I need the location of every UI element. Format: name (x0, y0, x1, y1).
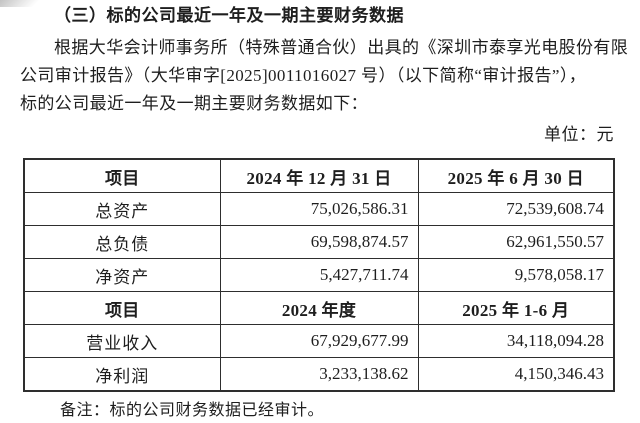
value-2025: 62,961,550.57 (417, 225, 615, 259)
table-row-total-assets: 总资产 75,026,586.31 72,539,608.74 (23, 192, 615, 226)
table-header-row-balance: 项目 2024 年 12 月 31 日 2025 年 6 月 30 日 (23, 158, 615, 193)
unit-label: 单位：元 (544, 125, 614, 144)
value-2025: 9,578,058.17 (417, 258, 615, 292)
section-heading: （三）标的公司最近一年及一期主要财务数据 (54, 6, 404, 25)
value-2024: 69,598,874.57 (219, 225, 419, 259)
value-2024: 3,233,138.62 (219, 357, 419, 392)
header-cell-item: 项目 (23, 291, 221, 325)
financial-data-table: 项目 2024 年 12 月 31 日 2025 年 6 月 30 日 总资产 … (23, 158, 615, 392)
header-cell-date-2024: 2024 年 12 月 31 日 (219, 158, 419, 193)
table-row-operating-revenue: 营业收入 67,929,677.99 34,118,094.28 (23, 324, 615, 358)
body-paragraph: 根据大华会计师事务所（特殊普通合伙）出具的《深圳市泰享光电股份有限 公司审计报告… (20, 34, 629, 118)
paragraph-line-2: 公司审计报告》（大华审字[2025]0011016027 号）（以下简称“审计报… (20, 66, 587, 85)
header-cell-period-2024: 2024 年度 (219, 291, 419, 325)
paragraph-line-1: 根据大华会计师事务所（特殊普通合伙）出具的《深圳市泰享光电股份有限 (54, 38, 629, 57)
value-2025: 34,118,094.28 (417, 324, 615, 358)
header-cell-period-2025: 2025 年 1-6 月 (417, 291, 615, 325)
value-2025: 4,150,346.43 (417, 357, 615, 392)
value-2024: 5,427,711.74 (219, 258, 419, 292)
row-label: 营业收入 (23, 324, 221, 358)
table-row-net-assets: 净资产 5,427,711.74 9,578,058.17 (23, 258, 615, 292)
header-cell-date-2025: 2025 年 6 月 30 日 (417, 158, 615, 193)
header-cell-item: 项目 (23, 158, 221, 193)
row-label: 净利润 (23, 357, 221, 392)
table-row-net-profit: 净利润 3,233,138.62 4,150,346.43 (23, 357, 615, 392)
value-2024: 75,026,586.31 (219, 192, 419, 226)
table-row-total-liabilities: 总负债 69,598,874.57 62,961,550.57 (23, 225, 615, 259)
value-2025: 72,539,608.74 (417, 192, 615, 226)
row-label: 总负债 (23, 225, 221, 259)
remark-note: 备注：标的公司财务数据已经审计。 (60, 402, 325, 419)
row-label: 总资产 (23, 192, 221, 226)
table-header-row-income: 项目 2024 年度 2025 年 1-6 月 (23, 291, 615, 325)
value-2024: 67,929,677.99 (219, 324, 419, 358)
paragraph-line-3: 标的公司最近一年及一期主要财务数据如下： (20, 94, 368, 113)
row-label: 净资产 (23, 258, 221, 292)
